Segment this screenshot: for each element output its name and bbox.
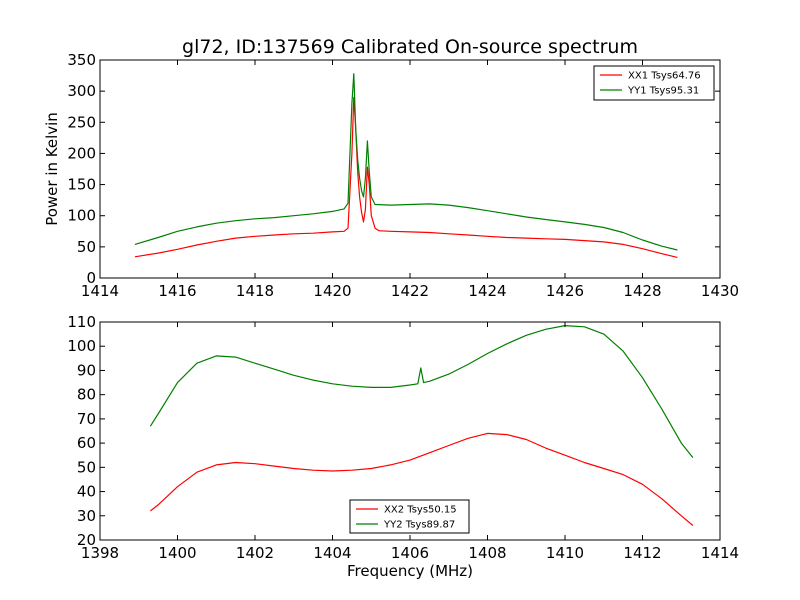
x-tick-label: 1404: [313, 544, 351, 562]
legend-box: [593, 65, 715, 101]
x-tick-label: 1418: [236, 282, 274, 300]
y-tick-label: 300: [67, 82, 96, 100]
chart-title: gl72, ID:137569 Calibrated On-source spe…: [182, 36, 638, 58]
x-tick-label: 1430: [701, 282, 739, 300]
legend-label-xx1: XX1 Tsys64.76: [628, 71, 701, 82]
y-tick-label: 30: [77, 507, 96, 525]
y-tick-label: 250: [67, 113, 96, 131]
legend-label-yy1: YY1 Tsys95.31: [627, 86, 699, 97]
y-tick-label: 40: [77, 483, 96, 501]
bottom-panel: Frequency (MHz) 1398 1400 1402 1404 1406 1408…: [67, 313, 739, 580]
y-tick-label: 200: [67, 144, 96, 162]
x-tick-label: 1406: [391, 544, 429, 562]
x-tick-label: 1424: [468, 282, 506, 300]
top-plot-area: 1414 1416 1418 1420 1422 1424 1426 1428 1430 0 50 1…: [67, 51, 739, 300]
y-tick-label: 100: [67, 337, 96, 355]
x-axis-label: Frequency (MHz): [347, 562, 473, 580]
legend-label-xx2: XX2 Tsys50.15: [384, 505, 457, 516]
legend-label-yy2: YY2 Tsys89.87: [383, 520, 455, 531]
x-tick-label: 1408: [468, 544, 506, 562]
y-tick-label: 100: [67, 207, 96, 225]
top-panel: gl72, ID:137569 Calibrated On-source spe…: [43, 36, 739, 300]
y-tick-label: 60: [77, 434, 96, 452]
y-tick-label: 70: [77, 410, 96, 428]
x-tick-label: 1414: [701, 544, 739, 562]
top-legend: XX1 Tsys64.76 YY1 Tsys95.31: [593, 65, 715, 101]
series-line-xx1: [134, 96, 678, 258]
x-tick-label: 1398: [81, 544, 119, 562]
series-line-yy2: [149, 325, 694, 458]
y-tick-label: 90: [77, 361, 96, 379]
bottom-plot-area: 1398 1400 1402 1404 1406 1408 1410 1412 1414 20 30…: [67, 313, 739, 562]
x-tick-label: 1412: [623, 544, 661, 562]
bottom-legend: XX2 Tsys50.15 YY2 Tsys89.87: [349, 499, 470, 534]
y-tick-label: 50: [77, 458, 96, 476]
y-tick-label: 0: [86, 269, 96, 287]
x-tick-label: 1414: [81, 282, 119, 300]
y-tick-label: 50: [77, 238, 96, 256]
series-line-yy1: [134, 73, 678, 251]
x-tick-label: 1426: [546, 282, 584, 300]
x-tick-label: 1428: [623, 282, 661, 300]
y-tick-label: 110: [67, 313, 96, 331]
y-tick-label: 350: [67, 51, 96, 69]
x-tick-label: 1410: [546, 544, 584, 562]
legend-box: [349, 499, 470, 534]
x-tick-label: 1422: [391, 282, 429, 300]
y-tick-label: 20: [77, 531, 96, 549]
series-line-xx2: [150, 432, 694, 526]
y-tick-label: 80: [77, 386, 96, 404]
y-axis-label: Power in Kelvin: [43, 112, 61, 226]
x-tick-label: 1402: [236, 544, 274, 562]
x-tick-label: 1416: [158, 282, 196, 300]
x-tick-label: 1420: [313, 282, 351, 300]
x-tick-label: 1400: [158, 544, 196, 562]
y-tick-label: 150: [67, 176, 96, 194]
